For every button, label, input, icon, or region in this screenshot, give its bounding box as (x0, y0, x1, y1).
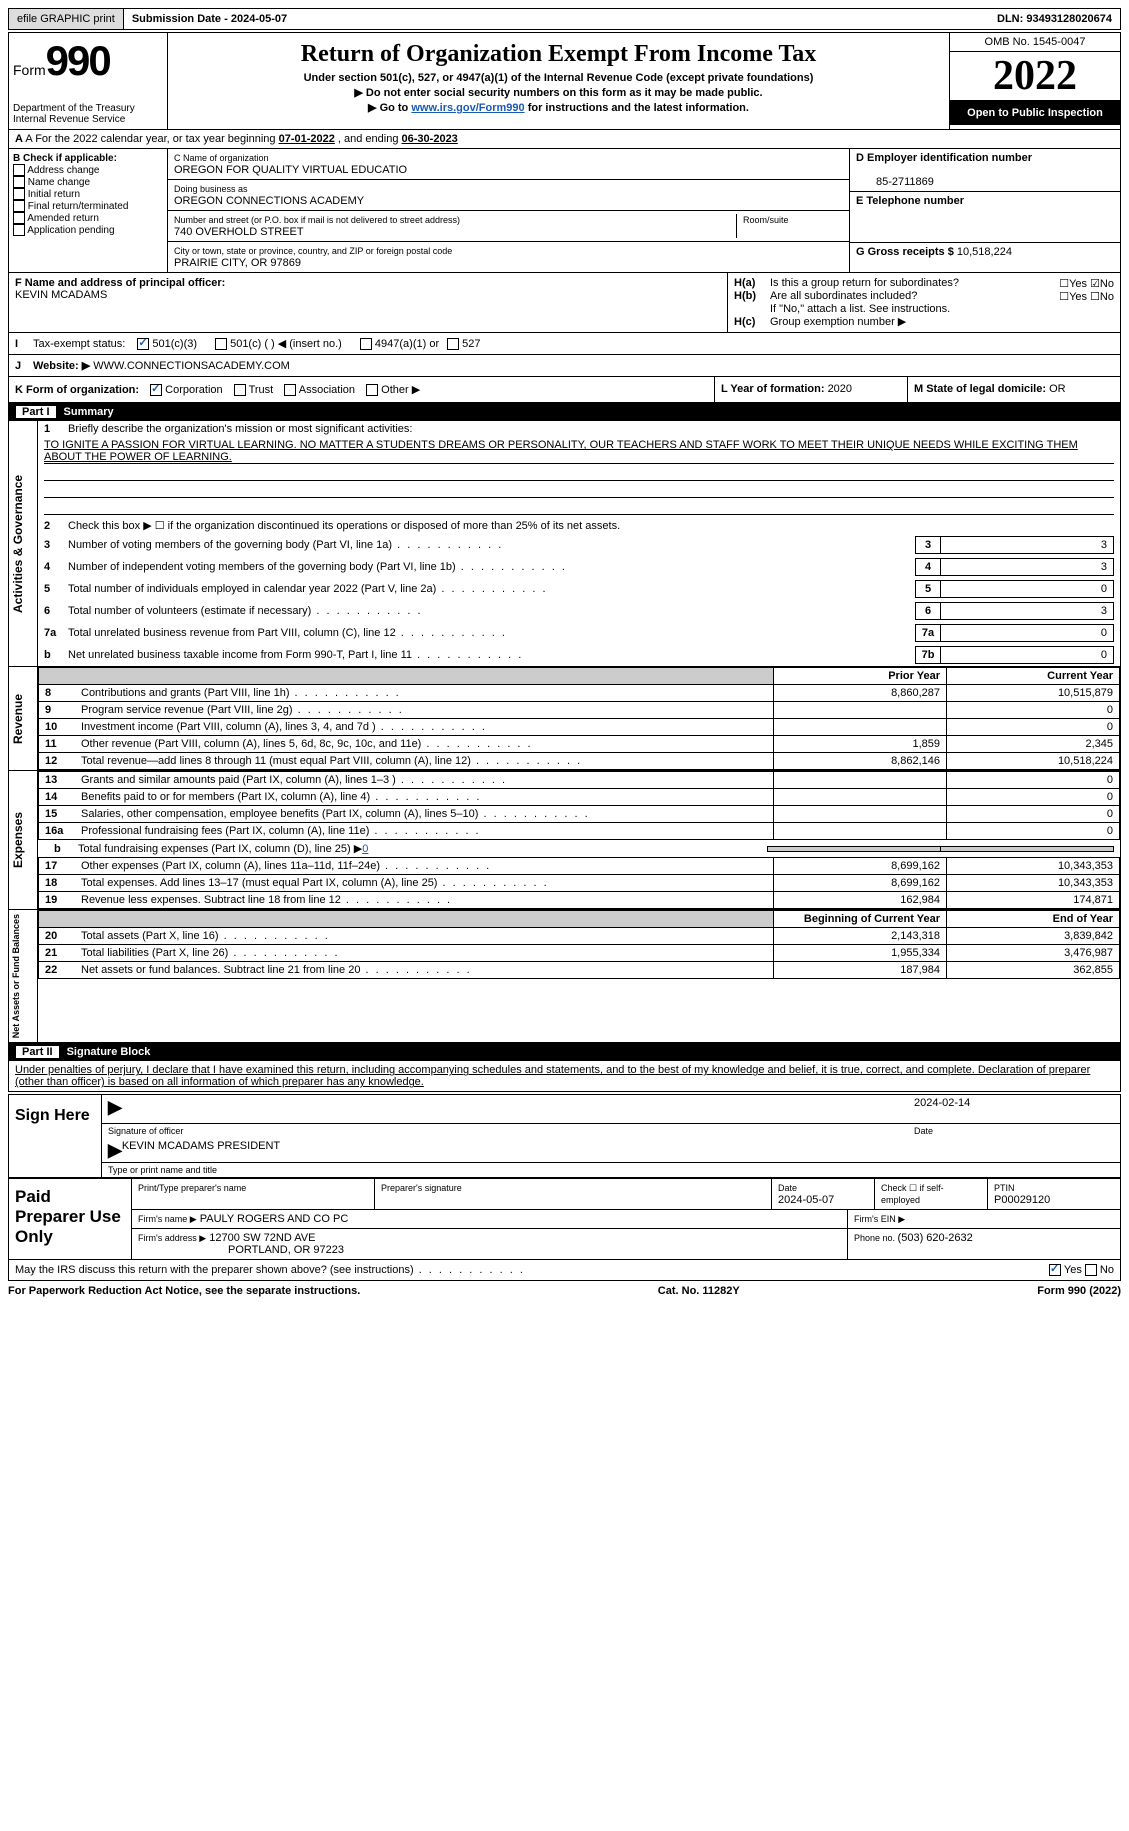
officer-print-name: KEVIN MCADAMS PRESIDENT (122, 1140, 280, 1160)
gross-receipts-label: G Gross receipts $ (856, 246, 957, 258)
line-7a: Total unrelated business revenue from Pa… (68, 627, 911, 639)
subtitle-1: Under section 501(c), 527, or 4947(a)(1)… (172, 72, 945, 84)
col-b-checkboxes: B Check if applicable: Address change Na… (9, 149, 168, 272)
sign-here-label: Sign Here (9, 1095, 102, 1177)
cb-other[interactable] (366, 384, 378, 396)
declaration: Under penalties of perjury, I declare th… (8, 1061, 1121, 1092)
line-5: Total number of individuals employed in … (68, 583, 911, 595)
dba: OREGON CONNECTIONS ACADEMY (174, 195, 364, 207)
submission-date-label: Submission Date - 2024-05-07 (124, 9, 295, 29)
paid-preparer: Paid Preparer Use Only Print/Type prepar… (8, 1178, 1121, 1260)
may-discuss: May the IRS discuss this return with the… (8, 1260, 1121, 1281)
part1-header: Part ISummary (8, 403, 1121, 421)
line-4: Number of independent voting members of … (68, 561, 911, 573)
cb-4947[interactable] (360, 338, 372, 350)
k-label: K Form of organization: (15, 384, 139, 396)
line-6: Total number of volunteers (estimate if … (68, 605, 911, 617)
sign-block: Sign Here ▶ 2024-02-14 Signature of offic… (8, 1094, 1121, 1178)
tax-year: 2022 (950, 52, 1120, 100)
dept-treasury: Department of the Treasury Internal Reve… (13, 103, 163, 125)
l1: Briefly describe the organization's miss… (68, 423, 1114, 435)
ein-label: D Employer identification number (856, 152, 1032, 164)
l16b-val[interactable]: 0 (362, 843, 368, 855)
vtab-activities: Activities & Governance (9, 421, 38, 666)
footer: For Paperwork Reduction Act Notice, see … (8, 1281, 1121, 1301)
cb-527[interactable] (447, 338, 459, 350)
efile-print-button[interactable]: efile GRAPHIC print (9, 9, 124, 29)
arrow-icon: ▶ (108, 1097, 122, 1121)
l16b: Total fundraising expenses (Part IX, col… (78, 842, 768, 855)
cb-may-yes[interactable] (1049, 1264, 1061, 1276)
topbar: efile GRAPHIC print Submission Date - 20… (8, 8, 1121, 30)
ha-label: Is this a group return for subordinates? (770, 277, 1059, 290)
form-title: Return of Organization Exempt From Incom… (172, 41, 945, 68)
arrow-icon: ▶ (108, 1140, 122, 1160)
cb-b[interactable] (13, 188, 25, 200)
room-label: Room/suite (743, 215, 789, 225)
hdr-end: End of Year (947, 911, 1120, 928)
vtab-netassets: Net Assets or Fund Balances (9, 910, 38, 1042)
hdr-current: Current Year (947, 668, 1120, 685)
line-b: Net unrelated business taxable income fr… (68, 649, 911, 661)
cb-corp[interactable] (150, 384, 162, 396)
officer-name: KEVIN MCADAMS (15, 289, 107, 301)
form-number: Form990 (13, 37, 163, 85)
date-label: Date (914, 1126, 1114, 1136)
sig-officer-label: Signature of officer (108, 1126, 914, 1136)
cb-may-no[interactable] (1085, 1264, 1097, 1276)
hb-note: If "No," attach a list. See instructions… (734, 303, 1114, 315)
hdr-begin: Beginning of Current Year (774, 911, 947, 928)
sign-date: 2024-02-14 (914, 1097, 1114, 1121)
dln: DLN: 93493128020674 (989, 9, 1120, 29)
mission: TO IGNITE A PASSION FOR VIRTUAL LEARNING… (44, 439, 1114, 464)
part2-header: Part IISignature Block (8, 1043, 1121, 1061)
omb-number: OMB No. 1545-0047 (950, 33, 1120, 52)
cb-b[interactable] (13, 212, 25, 224)
city: PRAIRIE CITY, OR 97869 (174, 257, 301, 269)
cb-b[interactable] (13, 164, 25, 176)
cb-501c[interactable] (215, 338, 227, 350)
gross-receipts: 10,518,224 (957, 246, 1012, 258)
cb-assoc[interactable] (284, 384, 296, 396)
subtitle-2: ▶ Do not enter social security numbers o… (172, 86, 945, 99)
website-label: Website: ▶ (33, 360, 90, 372)
m-label: M State of legal domicile: (914, 383, 1049, 395)
vtab-expenses: Expenses (9, 771, 38, 909)
cb-b[interactable] (13, 224, 25, 236)
l2: Check this box ▶ ☐ if the organization d… (68, 519, 1114, 532)
paid-label: Paid Preparer Use Only (9, 1179, 131, 1259)
org-name-label: C Name of organization (174, 153, 269, 163)
irs-link[interactable]: www.irs.gov/Form990 (411, 102, 524, 114)
phone-label: E Telephone number (856, 195, 964, 207)
hb-label: Are all subordinates included? (770, 290, 1059, 303)
l-label: L Year of formation: (721, 383, 828, 395)
row-i: ITax-exempt status: 501(c)(3) 501(c) ( )… (8, 333, 1121, 355)
cb-501c3[interactable] (137, 338, 149, 350)
officer-label: F Name and address of principal officer: (15, 277, 225, 289)
website: WWW.CONNECTIONSACADEMY.COM (93, 360, 290, 372)
cb-b[interactable] (13, 200, 25, 212)
vtab-revenue: Revenue (9, 667, 38, 770)
city-label: City or town, state or province, country… (174, 246, 452, 256)
form-header: Form990 Department of the Treasury Inter… (8, 32, 1121, 130)
street: 740 OVERHOLD STREET (174, 226, 304, 238)
open-inspection: Open to Public Inspection (950, 100, 1120, 125)
dba-label: Doing business as (174, 184, 248, 194)
name-title-label: Type or print name and title (102, 1163, 1120, 1177)
hdr-prior: Prior Year (774, 668, 947, 685)
org-name: OREGON FOR QUALITY VIRTUAL EDUCATIO (174, 164, 407, 176)
subtitle-3: ▶ Go to www.irs.gov/Form990 for instruct… (172, 101, 945, 114)
hc-label: Group exemption number ▶ (770, 316, 906, 328)
line-3: Number of voting members of the governin… (68, 539, 911, 551)
street-label: Number and street (or P.O. box if mail i… (174, 215, 460, 225)
ein: 85-2711869 (856, 176, 934, 188)
row-a: A A For the 2022 calendar year, or tax y… (8, 130, 1121, 149)
cb-b[interactable] (13, 176, 25, 188)
cb-trust[interactable] (234, 384, 246, 396)
